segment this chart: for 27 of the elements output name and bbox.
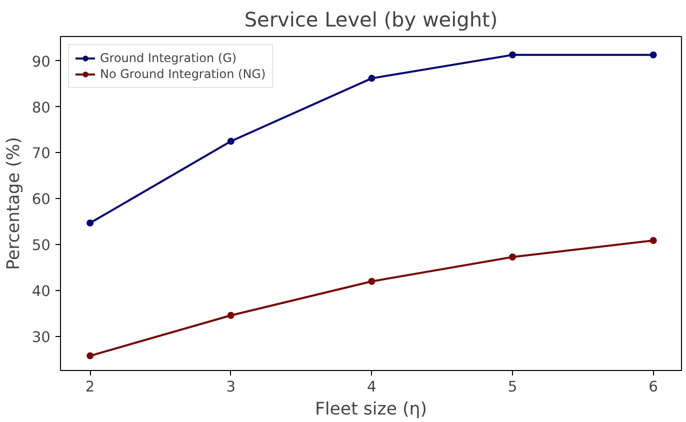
point: [227, 312, 234, 319]
y-tick-label: 60: [32, 191, 51, 208]
x-tick-label: 6: [648, 378, 658, 396]
legend-label: No Ground Integration (NG): [100, 67, 266, 81]
y-tick-label: 80: [32, 99, 51, 116]
chart-title: Service Level (by weight): [244, 8, 498, 32]
x-tick-label: 3: [226, 378, 236, 396]
point: [509, 254, 516, 261]
y-tick-label: 50: [32, 237, 51, 254]
x-axis-title: Fleet size (η): [314, 400, 428, 420]
point: [368, 278, 376, 285]
y-tick-label: 30: [32, 329, 51, 346]
x-tick-label: 4: [367, 378, 376, 396]
y-tick-label: 90: [32, 53, 51, 70]
y-tick-label: 40: [32, 283, 51, 300]
point: [650, 236, 657, 244]
point: [509, 51, 516, 58]
y-axis-title: Percentage (%): [4, 137, 24, 270]
point: [368, 74, 376, 82]
point: [86, 220, 94, 227]
point: [227, 138, 234, 145]
x-tick-label: 5: [508, 378, 518, 396]
x-tick-label: 2: [85, 378, 95, 396]
legend-label: Ground Integration (G): [100, 51, 237, 65]
y-tick-label: 70: [32, 145, 51, 162]
point: [86, 352, 94, 360]
point: [650, 51, 657, 58]
